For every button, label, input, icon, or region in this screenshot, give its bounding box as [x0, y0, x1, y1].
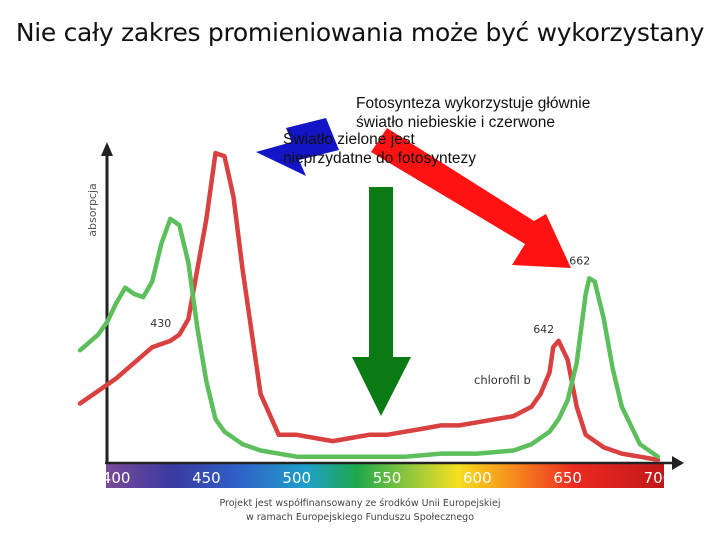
annotation-green-line2: nieprzydatne do fotosyntezy — [283, 150, 477, 167]
footer-line1: Projekt jest współfinansowany ze środków… — [219, 498, 501, 509]
peak-label-430: 430 — [150, 317, 171, 330]
x-tick-label-400: 400 — [102, 469, 131, 487]
slide-title: Nie cały zakres promieniowania może być … — [15, 18, 705, 47]
x-tick-label-600: 600 — [463, 469, 492, 487]
y-axis-label: absorpcja — [86, 183, 99, 237]
x-axis-arrow-icon — [672, 456, 684, 470]
x-tick-label-650: 650 — [553, 469, 582, 487]
series-line-green — [77, 216, 661, 459]
green-arrow-icon — [352, 187, 411, 416]
series-line-red — [77, 150, 661, 463]
annotation-blue-red-line2: światło niebieskie i czerwone — [356, 114, 556, 131]
red-arrow-icon — [371, 128, 571, 268]
footer: Projekt jest współfinansowany ze środków… — [150, 497, 570, 525]
x-tick-label-500: 500 — [282, 469, 311, 487]
y-axis-arrow-icon — [101, 142, 113, 156]
footer-line2: w ramach Europejskiego Funduszu Społeczn… — [245, 512, 475, 523]
annotation-arrows — [256, 118, 571, 416]
x-tick-label-550: 550 — [373, 469, 402, 487]
spectrum-bar — [106, 463, 664, 488]
blue-arrow-icon — [256, 118, 339, 176]
x-tick-labels: 400 450 500 550 600 650 700 — [102, 469, 672, 487]
series-layer — [77, 150, 661, 463]
chart-axes — [101, 142, 684, 470]
annotation-green-line1: Światło zielone jest — [283, 131, 415, 148]
peak-labels: 430 662 642 — [150, 254, 590, 336]
x-tick-label-450: 450 — [192, 469, 221, 487]
peak-label-662: 662 — [569, 254, 590, 267]
annotation-green: Światło zielone jest nieprzydatne do fot… — [283, 130, 543, 168]
annotation-blue-red-line1: Fotosynteza wykorzystuje głównie — [356, 95, 591, 112]
x-tick-label-700: 700 — [644, 469, 673, 487]
peak-label-642: 642 — [533, 323, 554, 336]
series-label-chlorofil-b: chlorofil b — [474, 373, 531, 387]
annotation-blue-red: Fotosynteza wykorzystuje głównie światło… — [356, 94, 656, 132]
